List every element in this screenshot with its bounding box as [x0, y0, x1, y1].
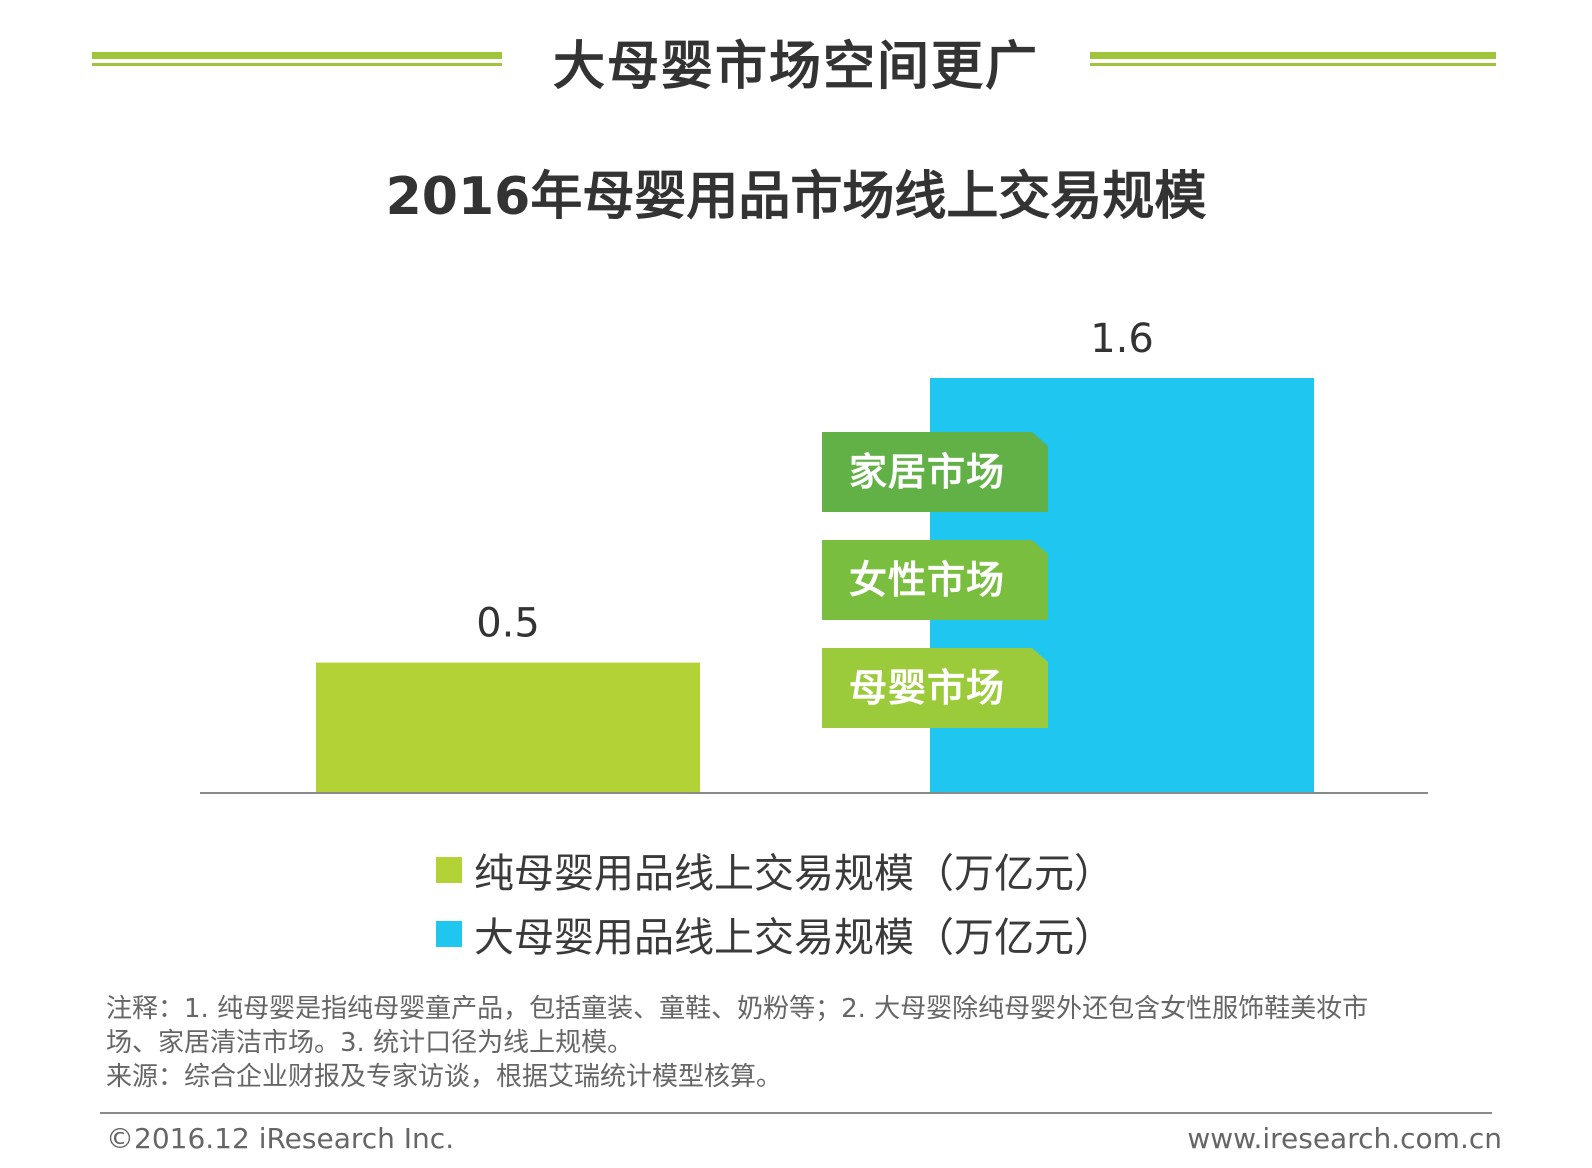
header-rule-right — [1090, 50, 1496, 70]
legend-label-pure: 纯母婴用品线上交易规模（万亿元） — [474, 851, 1114, 897]
tag-baby-market-bg — [822, 648, 1048, 728]
tag-home-market-bg — [822, 432, 1048, 512]
note-line-2: 场、家居清洁市场。3. 统计口径为线上规模。 — [106, 1028, 634, 1058]
tag-baby-market-shape — [822, 648, 1048, 728]
tag-home-market-label: 家居市场 — [848, 450, 1005, 494]
legend-item-big: 大母婴用品线上交易规模（万亿元） — [436, 906, 1114, 962]
tag-home-market-shape — [822, 432, 1048, 512]
source-line: 来源：综合企业财报及专家访谈，根据艾瑞统计模型核算。 — [106, 1062, 783, 1092]
legend-swatch-pure — [436, 857, 462, 883]
legend-label-big: 大母婴用品线上交易规模（万亿元） — [474, 915, 1114, 961]
footer-rule — [100, 1112, 1492, 1114]
tag-women-market-label: 女性市场 — [848, 558, 1005, 602]
tag-baby-market-label: 母婴市场 — [848, 666, 1005, 710]
tag-women-market-shape — [822, 540, 1048, 620]
notes: 注释：1. 纯母婴是指纯母婴童产品，包括童装、童鞋、奶粉等；2. 大母婴除纯母婴… — [106, 992, 1506, 1094]
legend-item-pure: 纯母婴用品线上交易规模（万亿元） — [436, 842, 1114, 898]
tag-women-market: 女性市场 — [822, 540, 1048, 620]
header-rule-left — [92, 50, 502, 70]
bar-pure-value-label: 0.5 — [476, 601, 540, 647]
tag-women-market-bg — [822, 540, 1048, 620]
note-line-1: 注释：1. 纯母婴是指纯母婴童产品，包括童装、童鞋、奶粉等；2. 大母婴除纯母婴… — [106, 994, 1369, 1024]
legend-swatch-big — [436, 921, 462, 947]
website-link[interactable]: www.iresearch.com.cn — [1187, 1122, 1502, 1155]
bar-pure — [316, 662, 700, 792]
tag-baby-market: 母婴市场 — [822, 648, 1048, 728]
chart-title: 2016年母婴用品市场线上交易规模 — [385, 167, 1207, 227]
copyright: ©2016.12 iResearch Inc. — [106, 1122, 455, 1155]
header-title: 大母婴市场空间更广 — [552, 37, 1039, 97]
bar-big-value-label: 1.6 — [1090, 316, 1154, 362]
tag-home-market: 家居市场 — [822, 432, 1048, 512]
